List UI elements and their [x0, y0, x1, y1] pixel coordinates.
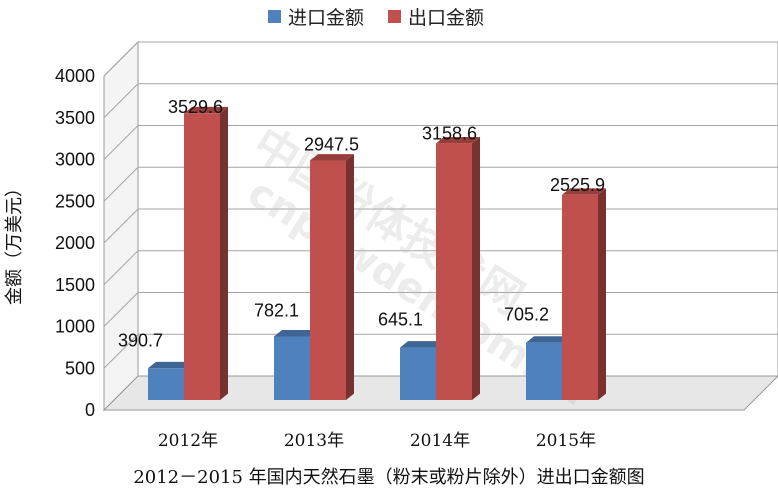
data-label: 2947.5: [304, 135, 359, 155]
x-category-label: 2014年: [410, 431, 470, 451]
y-tick-label: 500: [65, 358, 95, 378]
bar-front: [184, 113, 220, 400]
data-label: 390.7: [118, 330, 163, 350]
legend-swatch-import: [268, 10, 281, 23]
bar-front: [526, 342, 562, 400]
bar-front: [274, 336, 310, 400]
bar-top: [310, 154, 354, 161]
bar-top: [400, 341, 444, 348]
bar-side: [346, 154, 354, 400]
legend: 进口金额 出口金额: [268, 7, 484, 29]
bar-front: [400, 347, 436, 400]
bar-export-0: [184, 106, 228, 400]
gridline-side: [103, 292, 139, 327]
data-label: 705.2: [504, 305, 549, 325]
y-axis-label: 金额（万美元）: [4, 179, 25, 305]
bars: [148, 106, 606, 400]
legend-swatch-export: [388, 10, 401, 23]
gridline-side: [103, 208, 139, 244]
bar-front: [436, 143, 472, 400]
y-tick-label: 1500: [55, 275, 95, 295]
y-tick-label: 2500: [55, 191, 95, 211]
legend-label-import: 进口金额: [288, 7, 364, 29]
y-tick-label: 1000: [55, 317, 95, 337]
bar-export-2: [436, 136, 480, 400]
y-tick-label: 4000: [55, 66, 95, 86]
x-category-label: 2012年: [158, 431, 218, 451]
data-labels: 390.7 3529.6 782.1 2947.5 645.1 3158.6 705.2 25…: [118, 97, 605, 350]
y-tick-label: 3500: [55, 108, 95, 128]
y-axis-ticks: 0 500 1000 1500 2000 2500 3000 3500 4000: [55, 66, 95, 420]
bar-side: [598, 188, 606, 400]
bar-export-1: [310, 154, 354, 400]
data-label: 3158.6: [422, 123, 477, 143]
bar-top: [184, 106, 228, 114]
y-tick-label: 0: [85, 400, 95, 420]
data-label: 645.1: [378, 310, 423, 330]
y-tick-label: 2000: [55, 233, 95, 253]
legend-label-export: 出口金额: [408, 7, 484, 29]
bar-front: [310, 160, 346, 400]
bar-top: [274, 330, 318, 337]
bar-side: [220, 106, 228, 400]
bar-top: [436, 136, 480, 144]
bar-top: [562, 188, 606, 195]
x-category-label: 2015年: [536, 431, 596, 451]
bar-front: [148, 368, 184, 400]
bar-front: [562, 194, 598, 400]
data-label: 3529.6: [168, 97, 223, 117]
bar-top: [526, 336, 570, 343]
gridline-side: [103, 250, 139, 286]
bar-export-3: [562, 188, 606, 400]
bar-top: [148, 361, 192, 369]
y-tick-label: 3000: [55, 150, 95, 170]
gridline-side: [103, 333, 139, 369]
gridline-side: [103, 41, 139, 77]
gridline-side: [103, 166, 139, 202]
data-label: 782.1: [254, 300, 299, 320]
gridline-side: [103, 83, 139, 119]
gridline-side: [103, 125, 139, 160]
bar-side: [472, 136, 480, 400]
x-axis-categories: 2012年 2013年 2014年 2015年: [158, 431, 596, 451]
x-category-label: 2013年: [284, 431, 344, 451]
data-label: 2525.9: [550, 175, 605, 195]
chart-title: 2012－2015 年国内天然石墨（粉末或粉片除外）进出口金额图: [133, 467, 644, 488]
